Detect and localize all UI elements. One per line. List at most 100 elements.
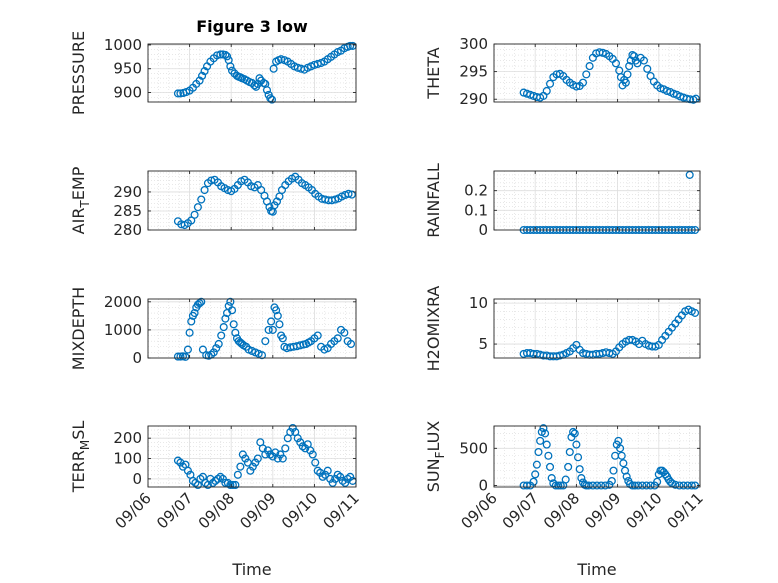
data-point (198, 71, 207, 80)
x-tick-label: 09/09 (236, 489, 279, 532)
data-point (585, 62, 594, 71)
data-point (597, 481, 606, 490)
y-axis-label: THETA (424, 47, 443, 99)
axes-box (147, 43, 357, 103)
data-point (226, 297, 235, 306)
data-point (653, 477, 662, 486)
data-point (246, 466, 255, 475)
data-point (328, 478, 337, 487)
y-tick-label: 295 (459, 63, 488, 81)
data-point (262, 86, 272, 95)
y-tick-label: 290 (459, 90, 488, 108)
data-point (333, 470, 342, 479)
data-point (236, 462, 245, 471)
x-tick-label: 09/11 (664, 489, 707, 532)
subplot-sun-flux: 0 500 SUNFLUX 09/0609/0709/0809/0909/1009/1… (424, 421, 707, 579)
data-point (243, 458, 252, 467)
y-tick-label: 280 (113, 221, 142, 239)
data-point (223, 478, 232, 487)
data-point (584, 481, 593, 490)
data-point (542, 86, 551, 96)
data-point (556, 481, 565, 490)
data-point (187, 216, 196, 225)
data-point (532, 460, 541, 469)
x-tick-label: 09/07 (153, 489, 196, 532)
data-point (251, 458, 260, 467)
data-point (173, 352, 183, 361)
data-point (296, 438, 305, 447)
data-point (308, 450, 317, 459)
data-point (197, 195, 206, 204)
data-point (323, 466, 332, 475)
figure-title: Figure 3 low (196, 17, 308, 36)
x-tick-label: 09/11 (320, 489, 363, 532)
x-tick-label: 09/06 (112, 489, 155, 532)
data-point (273, 454, 282, 463)
data-point (178, 462, 187, 471)
data-point (619, 459, 628, 468)
data-point (522, 481, 532, 490)
data-point (176, 89, 185, 98)
x-tick-label: 09/06 (458, 489, 501, 532)
subplot-h2omixra: 5 10 H2OMIXRA (424, 286, 701, 371)
data-point (226, 62, 235, 71)
data-point (313, 466, 322, 475)
subplot-terr-msl: 0 100 200 TERRMSL 09/0609/0709/0809/0909/100… (69, 421, 363, 579)
data-point (266, 450, 275, 459)
data-point (616, 444, 625, 453)
data-point (267, 95, 277, 104)
y-axis-label: AIRTEMP (69, 166, 92, 234)
data-point (257, 185, 266, 195)
data-point (311, 458, 320, 467)
y-tick-label: 0 (132, 470, 142, 488)
axes-box (147, 170, 357, 231)
data-point (643, 64, 652, 73)
data-point (675, 481, 684, 490)
data-point (639, 56, 649, 65)
data-point (638, 481, 647, 490)
data-point (269, 64, 278, 73)
data-point (233, 470, 242, 479)
axes-box (147, 298, 357, 359)
data-point (544, 451, 553, 460)
data-point (173, 89, 183, 98)
y-tick-label: 5 (478, 335, 488, 353)
x-tick-label: 09/07 (499, 489, 542, 532)
data-point (592, 481, 602, 490)
data-point (221, 478, 230, 487)
data-point (286, 428, 295, 437)
data-point (213, 474, 222, 483)
data-point (542, 440, 551, 449)
data-point (687, 481, 696, 490)
data-point (222, 52, 232, 61)
data-point (188, 476, 197, 485)
data-point (196, 474, 205, 483)
data-point (257, 351, 267, 360)
data-point (211, 476, 220, 485)
y-tick-label: 0 (132, 349, 142, 367)
data-point (296, 341, 305, 350)
data-point (685, 170, 694, 179)
subplot-pressure: 900 950 1000 PRESSURE Figure 3 low (69, 17, 357, 115)
x-tick-label: 09/10 (278, 489, 321, 532)
data-point (272, 306, 281, 315)
data-point (190, 210, 199, 219)
x-tick-label: 09/10 (622, 489, 665, 532)
data-point (218, 474, 227, 483)
y-tick-label: 300 (459, 35, 488, 53)
data-point (200, 67, 209, 76)
data-point (671, 480, 680, 489)
data-point (263, 446, 272, 455)
data-point (197, 297, 206, 306)
data-point (216, 472, 225, 481)
data-series (173, 172, 356, 230)
data-point (529, 477, 538, 486)
data-point (229, 320, 238, 329)
data-point (601, 481, 610, 490)
data-point (686, 95, 695, 104)
data-point (213, 51, 222, 60)
data-point (176, 458, 185, 467)
data-point (261, 450, 270, 459)
data-point (208, 478, 217, 487)
data-point (221, 314, 230, 323)
